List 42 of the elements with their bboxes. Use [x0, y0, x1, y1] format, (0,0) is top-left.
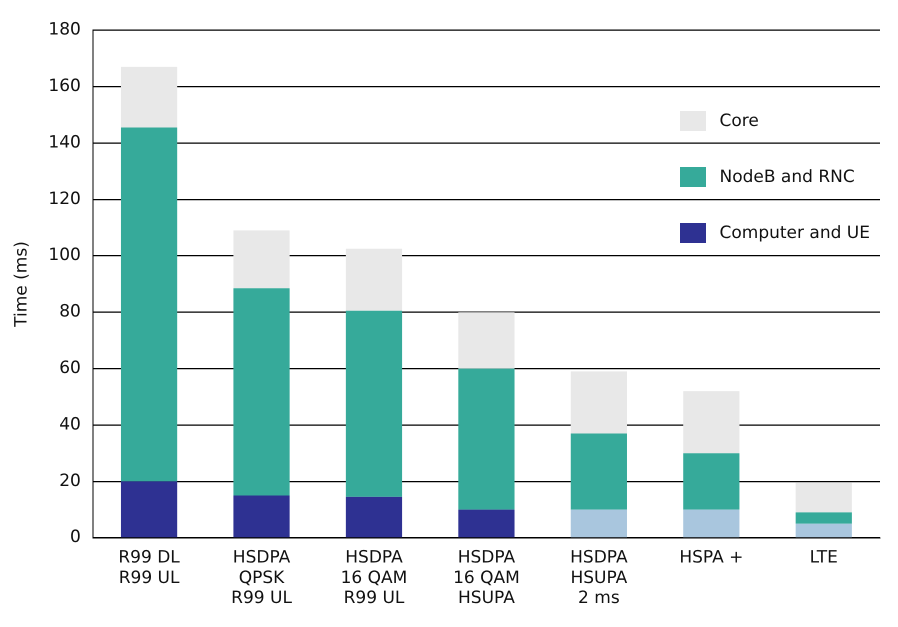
- y-tick-label: 100: [48, 245, 81, 266]
- y-axis-title: Time (ms): [12, 241, 32, 328]
- legend-label: Core: [720, 111, 759, 131]
- x-tick-label: R99 DL R99 UL: [118, 547, 180, 588]
- bar: [796, 524, 852, 538]
- bar: [120, 66, 178, 128]
- bar: [233, 288, 290, 496]
- bar: [570, 433, 627, 510]
- y-tick-label: 20: [59, 470, 81, 491]
- bar: [120, 481, 178, 538]
- bar: [458, 368, 515, 510]
- bar: [796, 482, 852, 512]
- y-tick-label: 140: [48, 132, 81, 152]
- bar: [683, 391, 740, 454]
- bar: [683, 510, 740, 538]
- bar: [458, 312, 515, 369]
- bar: [346, 496, 402, 538]
- x-tick-label: HSPA +: [679, 547, 744, 568]
- bar: [233, 496, 290, 538]
- bar: [458, 510, 515, 538]
- y-tick-label: 120: [48, 188, 81, 209]
- legend-label: Computer and UE: [720, 223, 870, 243]
- bar: [346, 248, 402, 311]
- bar: [570, 371, 627, 434]
- y-tick-label: 180: [48, 20, 81, 40]
- y-tick-label: 0: [70, 527, 81, 548]
- x-tick-label: HSDPA QPSK R99 UL: [231, 547, 292, 608]
- y-tick-label: 160: [48, 76, 81, 96]
- legend-label: NodeB and RNC: [720, 167, 855, 187]
- y-tick-label: 60: [59, 358, 81, 378]
- bar: [120, 127, 178, 482]
- x-tick-label: HSDPA 16 QAM HSUPA: [453, 547, 520, 608]
- y-tick-label: 40: [59, 414, 81, 434]
- bar: [346, 310, 402, 497]
- bar: [233, 230, 290, 288]
- y-tick-label: 80: [59, 302, 81, 322]
- x-tick-label: HSDPA HSUPA 2 ms: [570, 547, 628, 608]
- bar: [796, 512, 852, 524]
- bar: [683, 453, 740, 510]
- x-tick-label: LTE: [810, 547, 838, 568]
- x-tick-label: HSDPA 16 QAM R99 UL: [340, 547, 408, 608]
- bar: [570, 510, 627, 538]
